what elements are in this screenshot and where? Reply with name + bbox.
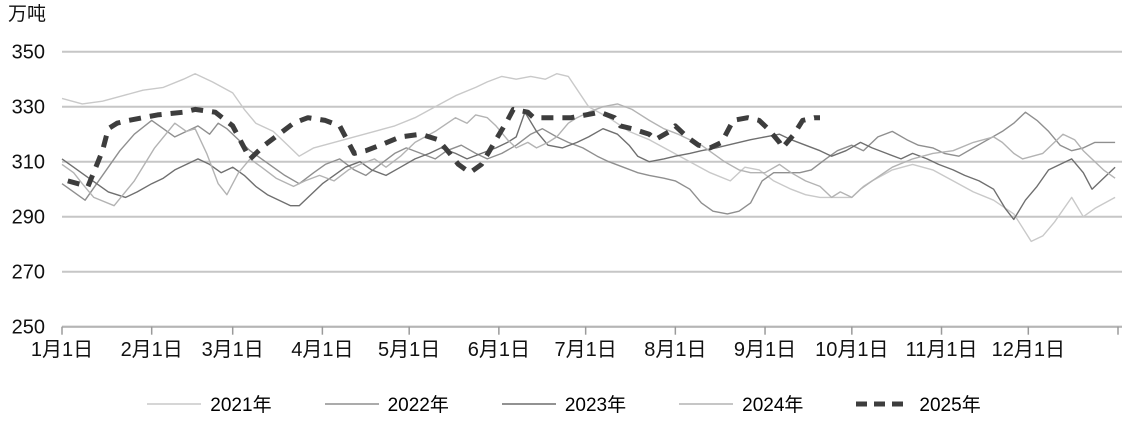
legend-swatch-2025 (856, 401, 911, 406)
legend-item-2021: 2021年 (146, 390, 272, 417)
legend-label-2024: 2024年 (742, 395, 804, 416)
series-line-2021 (61, 72, 1116, 243)
series-line-2025 (67, 106, 820, 189)
x-tick-label: 9月1日 (734, 339, 796, 361)
y-tick-label: 350 (12, 42, 45, 64)
y-tick-label: 330 (12, 97, 45, 119)
x-tick-label: 5月1日 (378, 339, 440, 361)
x-tick-label: 1月1日 (31, 339, 93, 361)
series-line-2023 (61, 111, 1116, 221)
legend-swatch-2022 (324, 402, 379, 405)
y-axis-unit-label: 万吨 (8, 3, 46, 25)
y-tick-label: 270 (12, 262, 45, 284)
y-tick-label: 290 (12, 207, 45, 229)
legend-label-2023: 2023年 (564, 395, 627, 416)
legend-swatch-2023 (501, 402, 556, 405)
x-tick-label: 4月1日 (291, 339, 353, 361)
legend-label-2022: 2022年 (387, 395, 449, 416)
legend-item-2022: 2022年 (324, 390, 449, 417)
x-tick-label: 12月1日 (992, 339, 1065, 361)
x-tick-label: 3月1日 (202, 339, 264, 361)
legend-item-2024: 2024年 (678, 390, 803, 417)
legend-item-2025: 2025年 (855, 390, 981, 417)
x-tick-label: 8月1日 (644, 339, 706, 361)
x-tick-label: 10月1日 (815, 339, 888, 361)
x-tick-label: 7月1日 (555, 339, 617, 361)
legend-label-2021: 2021年 (210, 395, 272, 416)
legend-item-2023: 2023年 (501, 390, 626, 417)
legend-swatch-2024 (679, 402, 734, 405)
y-tick-label: 310 (12, 152, 45, 174)
y-tick-label: 250 (12, 317, 45, 339)
legend: 2021年 2022年 2023年 2024年 2025年 (0, 390, 1127, 417)
x-tick-label: 6月1日 (468, 339, 530, 361)
x-tick-label: 11月1日 (906, 339, 978, 361)
series-line-2022 (61, 111, 1116, 215)
legend-label-2025: 2025年 (919, 395, 981, 416)
series-line-2024 (61, 103, 1116, 207)
legend-swatch-2021 (147, 402, 202, 405)
x-tick-label: 2月1日 (121, 339, 183, 361)
